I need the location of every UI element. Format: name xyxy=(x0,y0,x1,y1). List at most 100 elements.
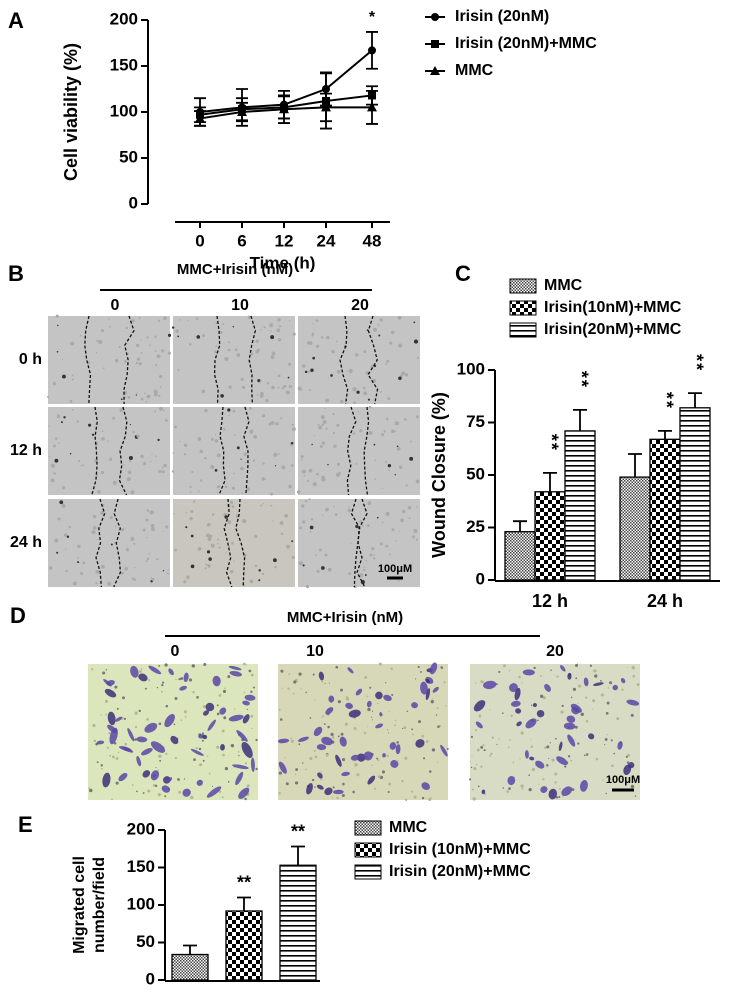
texture xyxy=(72,581,77,586)
texture xyxy=(385,682,387,684)
texture xyxy=(340,688,343,692)
texture xyxy=(140,351,143,354)
texture xyxy=(196,696,199,699)
x-tick-label: 12 h xyxy=(532,591,568,611)
texture xyxy=(165,419,168,422)
texture xyxy=(630,784,635,789)
cell xyxy=(440,744,448,757)
column-label: 0 xyxy=(111,297,120,314)
cell xyxy=(355,688,363,696)
texture xyxy=(124,566,129,571)
cell xyxy=(395,744,401,755)
texture xyxy=(280,417,283,420)
texture xyxy=(61,358,64,360)
texture xyxy=(82,464,85,466)
texture xyxy=(539,694,544,698)
texture xyxy=(232,409,236,413)
texture xyxy=(311,778,315,782)
cell xyxy=(339,736,347,747)
texture xyxy=(240,466,244,471)
cell xyxy=(375,691,383,700)
texture xyxy=(144,687,147,690)
texture xyxy=(291,423,294,426)
cell xyxy=(122,747,134,753)
texture xyxy=(206,755,209,757)
marker xyxy=(321,102,331,112)
texture xyxy=(222,323,225,325)
texture xyxy=(482,744,485,747)
texture xyxy=(292,427,296,431)
texture xyxy=(363,731,367,735)
texture xyxy=(205,563,208,566)
texture xyxy=(320,771,323,773)
texture xyxy=(53,472,56,475)
y-tick-label: 100 xyxy=(110,101,138,120)
x-tick-label: 12 xyxy=(275,231,294,250)
texture xyxy=(255,339,260,343)
texture xyxy=(315,472,319,476)
cell xyxy=(345,702,353,709)
texture xyxy=(521,682,523,684)
cell xyxy=(241,741,253,758)
texture xyxy=(477,785,480,788)
cell xyxy=(141,747,153,756)
texture xyxy=(191,470,194,474)
micrograph xyxy=(48,316,170,404)
texture xyxy=(356,390,360,394)
texture xyxy=(469,761,471,763)
texture xyxy=(141,668,143,670)
texture xyxy=(206,522,211,527)
texture xyxy=(101,430,104,433)
texture xyxy=(332,786,335,789)
texture xyxy=(260,328,262,331)
texture xyxy=(621,688,624,691)
texture xyxy=(108,731,111,735)
texture xyxy=(428,770,432,773)
texture xyxy=(367,398,371,401)
texture xyxy=(630,713,634,717)
texture xyxy=(231,541,234,545)
texture xyxy=(364,574,367,576)
micrograph xyxy=(173,499,295,587)
texture xyxy=(245,461,247,464)
texture xyxy=(413,795,417,799)
texture xyxy=(353,401,356,404)
texture xyxy=(153,410,156,413)
texture xyxy=(190,534,194,538)
texture xyxy=(104,699,108,703)
cell xyxy=(130,665,139,678)
y-tick-label: 0 xyxy=(129,193,138,212)
texture xyxy=(479,715,481,718)
texture xyxy=(149,510,154,515)
texture xyxy=(376,757,379,760)
texture xyxy=(209,534,213,538)
texture xyxy=(422,757,426,760)
cell xyxy=(510,700,521,707)
texture xyxy=(554,772,558,776)
texture xyxy=(506,790,510,794)
texture xyxy=(255,738,258,742)
texture xyxy=(49,566,53,570)
texture xyxy=(177,778,180,781)
texture xyxy=(54,538,59,543)
texture xyxy=(281,687,283,690)
y-tick-label: 200 xyxy=(127,819,155,838)
texture xyxy=(225,552,227,554)
texture xyxy=(270,335,275,340)
texture xyxy=(352,790,355,794)
texture xyxy=(138,317,141,320)
texture xyxy=(220,394,224,398)
texture xyxy=(379,318,383,322)
cell xyxy=(138,673,148,682)
cell xyxy=(481,789,486,795)
texture xyxy=(244,762,248,765)
texture xyxy=(321,423,324,427)
texture xyxy=(132,430,135,434)
texture xyxy=(335,472,340,477)
texture xyxy=(171,326,175,329)
texture xyxy=(106,440,109,442)
texture xyxy=(398,530,401,532)
texture xyxy=(393,430,397,433)
texture xyxy=(364,675,368,679)
micrograph xyxy=(173,316,295,404)
